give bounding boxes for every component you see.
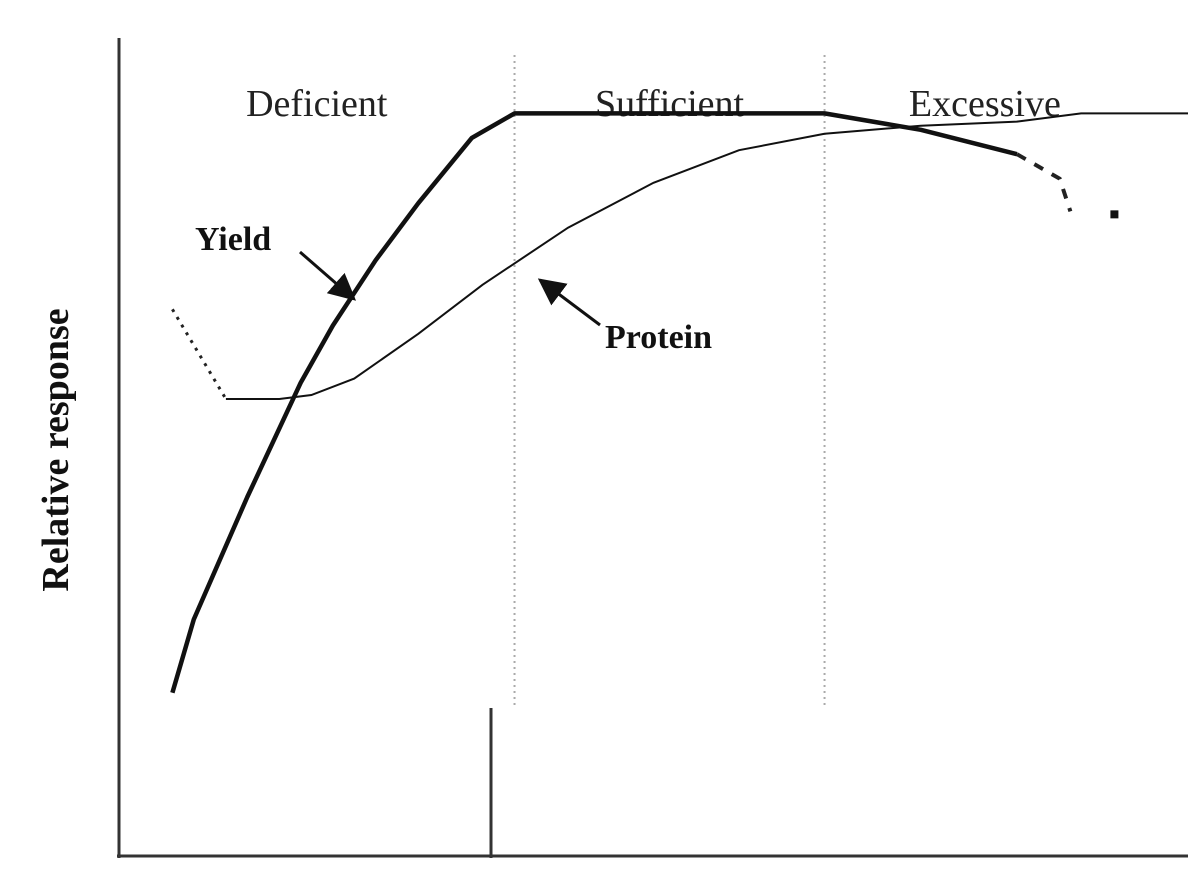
yield-series-extension (1016, 152, 1073, 213)
yield-decline-point (1110, 210, 1119, 219)
zone-label-excessive: Excessive (909, 83, 1061, 125)
zone-dividers (513, 55, 826, 705)
zone-label-sufficient: Sufficient (595, 83, 745, 125)
protein-series-line (225, 112, 1188, 400)
yield-arrow (299, 250, 357, 301)
zone-label-deficient: Deficient (246, 83, 388, 125)
yield-label: Yield (195, 221, 271, 258)
series-layer (170, 111, 1188, 694)
protein-label: Protein (605, 319, 712, 356)
zone-labels: Deficient Sufficient Excessive (246, 83, 1061, 125)
yield-series-line (170, 111, 1018, 694)
protein-arrow (537, 278, 601, 327)
protein-series-extension (171, 308, 228, 400)
y-axis-title: Relative response (35, 308, 77, 591)
